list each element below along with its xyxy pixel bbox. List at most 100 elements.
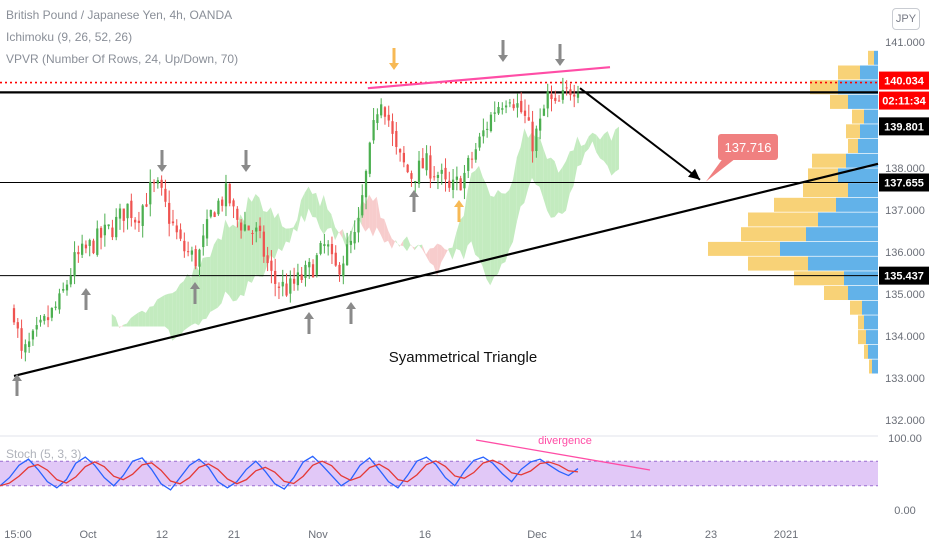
vpvr-bar-up [838,80,878,95]
cloud-segment [478,165,483,267]
cloud-segment [308,186,313,217]
last-price-label-bg [879,71,929,90]
candle-body [417,160,421,184]
vpvr-bar-down [830,94,848,109]
projection-line [579,87,701,181]
cloud-segment [524,128,529,203]
candle-body [115,216,118,238]
candle-body [508,102,511,104]
candle-body [474,149,477,160]
cloud-segment [191,263,196,326]
vpvr-bar-down [869,359,872,374]
candle-body [539,118,542,131]
candle-body [527,117,530,121]
cloud-segment [111,313,116,327]
cloud-segment [509,179,513,250]
cloud-segment [380,217,385,243]
cloud-segment [573,136,578,186]
candle-body [573,94,576,97]
candle-body [156,180,159,184]
candle-body [402,152,406,163]
cloud-segment [565,151,570,211]
vpvr-bar-up [806,227,878,242]
candle-body [398,149,402,153]
candle-body [217,200,220,215]
candle-body [349,240,353,245]
cloud-segment [603,131,608,166]
cloud-segment [592,132,597,153]
cloud-segment [138,310,143,327]
cloud-segment [388,230,392,249]
cloud-segment [301,192,305,223]
cloud-segment [410,244,415,251]
candle-body [160,179,163,188]
arrow-head [157,165,167,172]
cloud-segment [297,200,302,232]
vpvr-bar-up [868,344,878,359]
candle-body [501,108,504,110]
candle-body [62,289,65,291]
cloud-segment [304,186,309,223]
candle-body [73,252,76,277]
cloud-segment [312,192,317,218]
vpvr-bar-up [866,330,878,345]
candle-body [266,255,269,264]
candle-body [463,172,466,189]
cloud-segment [179,281,184,337]
candle-body [232,200,235,207]
candle-body [213,212,216,217]
candle-body [550,94,553,99]
candle-body [84,244,88,249]
cloud-segment [558,167,563,215]
candle-body [99,227,103,238]
countdown-label-bg [879,91,929,110]
candle-body [467,157,470,171]
candle-body [262,231,265,257]
cloud-segment [282,226,286,252]
candle-body [395,130,398,147]
cloud-segment [422,244,426,256]
time-tick-label: 15:00 [4,529,32,541]
arrow-head [389,63,399,70]
candle-body [338,264,341,275]
candle-body [482,130,485,137]
candle-body [523,110,527,116]
vpvr-bar-up [780,241,878,256]
candle-body [330,244,334,255]
cloud-segment [501,193,506,264]
vpvr-bar-up [872,359,878,374]
vpvr-bar-up [818,212,878,227]
candles [12,77,580,362]
cloud-segment [615,126,619,172]
cloud-segment [225,219,230,296]
candle-body [470,158,474,160]
currency-badge[interactable]: JPY [892,8,920,30]
cloud-segment [153,299,158,327]
cloud-segment [384,218,389,243]
candle-body [107,224,110,227]
countdown-label: 02:11:34 [882,96,926,108]
vpvr-bar-down [824,286,848,300]
candle-body [315,255,318,275]
cloud-segment [142,310,146,327]
candle-body [50,307,53,318]
horizontal-levels [0,81,878,277]
cloud-segment [429,248,434,266]
candle-body [368,142,371,174]
time-tick-label: 2021 [774,529,798,541]
time-tick-label: 21 [228,529,240,541]
cloud-segment [600,134,604,161]
cloud-segment [403,236,408,252]
cloud-segment [516,147,521,223]
vpvr-bar-down [748,212,818,227]
cloud-segment [486,184,491,286]
candle-body [137,220,141,224]
candle-body [46,317,50,321]
cloud-segment [490,195,495,286]
cloud-segment [342,229,347,249]
last-price-label: 140.034 [884,76,925,88]
vpvr-bar-up [874,50,878,65]
candle-body [251,233,254,235]
